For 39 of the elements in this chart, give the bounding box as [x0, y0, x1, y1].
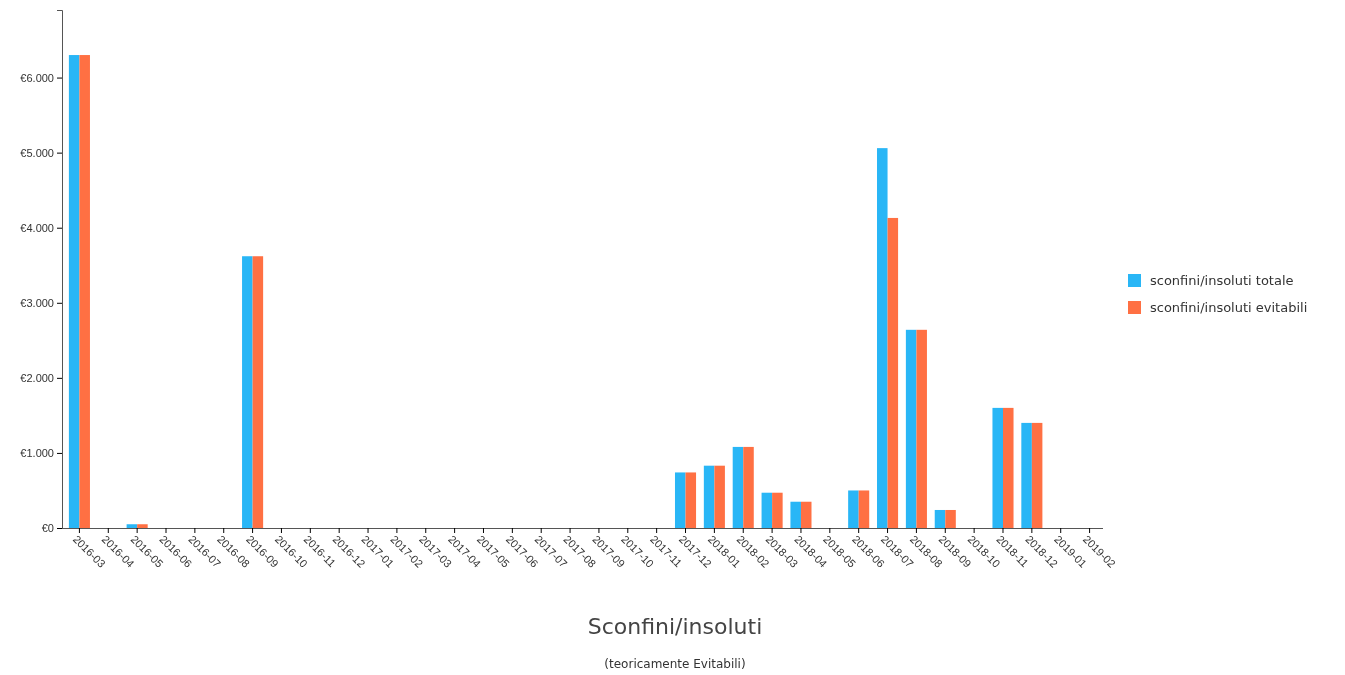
- bar: [1002, 407, 1014, 528]
- bar: [934, 509, 946, 528]
- bar: [714, 465, 725, 528]
- bar: [79, 55, 90, 528]
- bar: [137, 524, 148, 528]
- bar: [761, 492, 773, 528]
- y-tick-label: €3.000: [20, 296, 54, 309]
- bar: [800, 501, 812, 528]
- bar: [992, 407, 1003, 528]
- y-tick-label: €6.000: [20, 71, 54, 84]
- bar: [858, 490, 870, 528]
- bar: [685, 472, 697, 528]
- bar: [905, 329, 917, 528]
- bar: [887, 217, 899, 528]
- bar: [772, 492, 783, 528]
- bar: [252, 256, 264, 528]
- bar: [68, 55, 80, 528]
- y-tick-label: €4.000: [20, 221, 54, 234]
- bar: [916, 329, 927, 528]
- bar: [945, 509, 956, 528]
- text: Sconfini/insoluti: [587, 614, 763, 639]
- y-tick-label: €1.000: [20, 446, 54, 459]
- bar: [242, 256, 253, 528]
- bar: [1031, 422, 1043, 528]
- text: (teoricamente Evitabili): [604, 657, 746, 671]
- bar: [126, 524, 138, 528]
- y-tick-label: €5.000: [20, 146, 54, 159]
- bar: [790, 501, 801, 528]
- bar: [703, 465, 715, 528]
- bar: [732, 446, 744, 528]
- legend-label: sconfini/insoluti totale: [1150, 273, 1294, 288]
- y-tick-label: €2.000: [20, 371, 54, 384]
- bar: [848, 490, 859, 528]
- bar: [1021, 422, 1032, 528]
- y-tick-label: €0: [41, 522, 54, 535]
- legend-label: sconfini/insoluti evitabili: [1150, 300, 1308, 315]
- bar: [743, 446, 754, 528]
- bar: [877, 148, 888, 528]
- bar: [674, 472, 686, 528]
